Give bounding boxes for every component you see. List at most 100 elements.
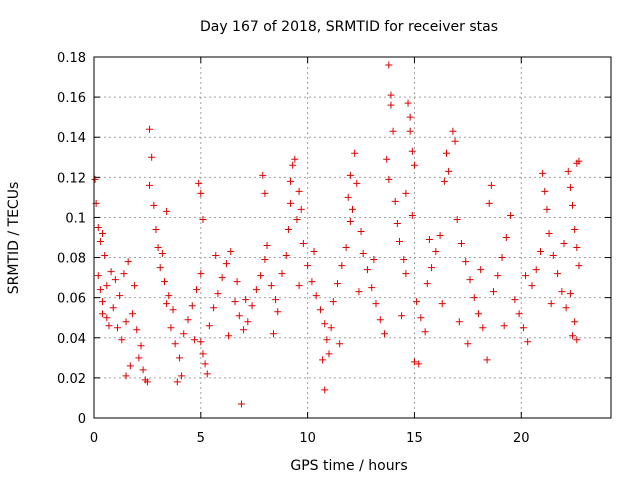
y-tick-label: 0.02 xyxy=(57,372,86,387)
data-point xyxy=(564,167,572,175)
data-point xyxy=(541,187,549,195)
data-point xyxy=(321,386,329,394)
data-point xyxy=(346,171,354,179)
data-point xyxy=(122,318,130,326)
data-point xyxy=(336,340,344,348)
data-point xyxy=(428,264,436,272)
data-point xyxy=(163,207,171,215)
data-point xyxy=(287,177,295,185)
data-point xyxy=(199,215,207,223)
data-point xyxy=(114,324,121,332)
data-point xyxy=(154,244,162,252)
data-point xyxy=(549,252,557,260)
data-point xyxy=(391,197,399,205)
data-point xyxy=(122,372,130,380)
y-tick-label: 0.04 xyxy=(57,332,86,347)
data-point xyxy=(359,250,367,258)
data-point xyxy=(282,252,290,260)
data-point xyxy=(490,288,497,296)
data-point xyxy=(291,155,299,163)
data-point xyxy=(297,205,305,213)
data-point xyxy=(263,242,271,250)
y-tick-label: 0.16 xyxy=(57,91,86,106)
x-tick-label: 5 xyxy=(197,431,205,446)
data-point xyxy=(387,101,395,109)
data-point xyxy=(99,229,107,237)
y-tick-label: 0.08 xyxy=(57,252,86,267)
data-point xyxy=(368,284,376,292)
data-point xyxy=(562,304,570,312)
data-point xyxy=(152,225,160,233)
data-point xyxy=(438,300,446,308)
data-point xyxy=(148,153,156,161)
data-point xyxy=(231,298,239,306)
data-point xyxy=(203,370,211,378)
data-point xyxy=(197,189,205,197)
data-point xyxy=(161,278,168,286)
data-point xyxy=(99,298,107,306)
data-point xyxy=(415,360,423,368)
data-point xyxy=(440,177,448,185)
data-point xyxy=(163,300,171,308)
data-point xyxy=(321,320,329,328)
data-point xyxy=(146,125,154,133)
data-point xyxy=(269,330,277,338)
data-point xyxy=(453,215,461,223)
data-point xyxy=(150,201,158,209)
data-point xyxy=(443,149,450,157)
data-point xyxy=(214,290,222,298)
data-point xyxy=(126,362,134,370)
plot-frame xyxy=(93,56,612,419)
data-point xyxy=(449,127,457,135)
data-point xyxy=(133,326,141,334)
data-point xyxy=(455,318,463,326)
data-point xyxy=(445,167,453,175)
data-point xyxy=(528,282,536,290)
y-tick-label: 0.06 xyxy=(57,292,86,307)
data-point xyxy=(477,266,485,274)
data-point xyxy=(323,336,331,344)
data-point xyxy=(107,268,115,276)
data-point xyxy=(139,366,147,374)
data-point xyxy=(173,378,181,386)
data-point xyxy=(118,336,126,344)
data-point xyxy=(398,312,406,320)
data-point xyxy=(573,244,581,252)
data-point xyxy=(334,280,342,288)
y-tick-label: 0.12 xyxy=(57,171,86,186)
data-point xyxy=(571,318,579,326)
data-point xyxy=(487,181,495,189)
data-point xyxy=(274,308,282,316)
data-point xyxy=(319,356,327,364)
data-point xyxy=(406,113,414,121)
data-point xyxy=(143,378,151,386)
data-point xyxy=(272,296,280,304)
data-point xyxy=(105,322,113,330)
data-point xyxy=(537,248,544,256)
data-point xyxy=(421,328,429,336)
data-point xyxy=(212,252,220,260)
data-point xyxy=(299,240,307,248)
data-point xyxy=(304,262,312,270)
data-point xyxy=(483,356,491,364)
data-point xyxy=(400,256,408,264)
data-point xyxy=(566,290,574,298)
data-point xyxy=(498,254,506,262)
data-point xyxy=(96,286,104,294)
data-point xyxy=(124,258,132,266)
data-point xyxy=(99,310,107,318)
data-point xyxy=(413,298,421,306)
data-point xyxy=(267,282,275,290)
data-point xyxy=(432,248,440,256)
data-point xyxy=(197,338,205,346)
data-point xyxy=(237,400,245,408)
data-point xyxy=(387,91,395,99)
data-point xyxy=(222,260,230,268)
data-point xyxy=(560,240,568,248)
data-point xyxy=(351,149,359,157)
data-point xyxy=(96,238,104,246)
data-point xyxy=(111,276,119,284)
data-point xyxy=(137,342,145,350)
data-point xyxy=(101,252,109,260)
data-point xyxy=(417,314,425,322)
